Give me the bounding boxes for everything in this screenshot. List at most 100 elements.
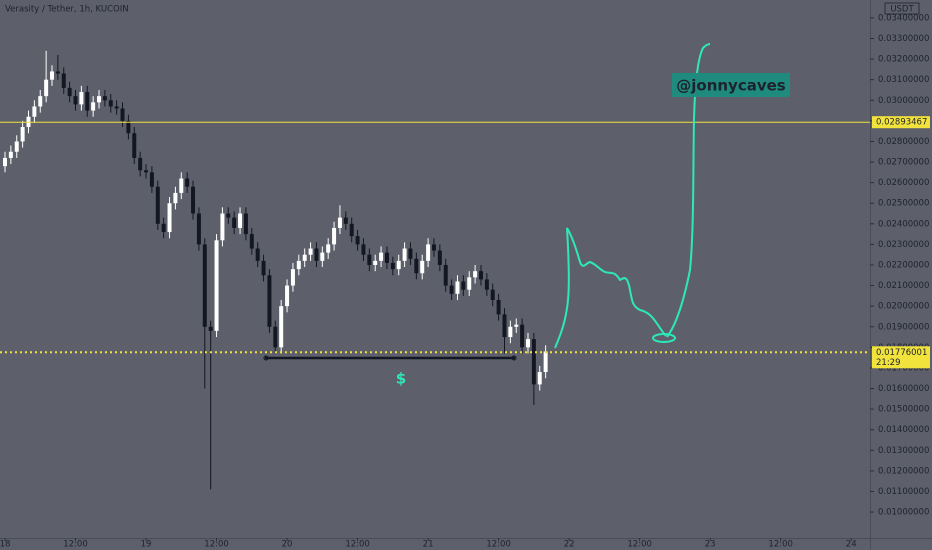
candle-body <box>155 186 160 224</box>
candle-body <box>437 250 442 265</box>
annotation-text: $ <box>396 370 406 388</box>
candle-body <box>414 258 419 274</box>
y-tick-label: 0.03000000 <box>878 96 929 106</box>
y-tick-label: 0.01100000 <box>878 487 929 497</box>
x-tick-label: 12:00 <box>627 540 652 550</box>
candle-body <box>355 236 360 245</box>
candle-body <box>337 217 342 228</box>
price-label-box <box>872 346 930 369</box>
candle-body <box>302 254 307 261</box>
candle-body <box>426 244 431 261</box>
plot-area <box>0 50 870 490</box>
candle-body <box>408 248 413 259</box>
y-tick-label: 0.01500000 <box>878 405 929 415</box>
candle-body <box>267 275 272 327</box>
x-tick-label: 20 <box>282 540 293 550</box>
candle-body <box>8 151 13 158</box>
candle-body <box>314 248 319 261</box>
candle-body <box>50 71 55 80</box>
support-handle <box>263 355 269 361</box>
candle-body <box>44 79 49 97</box>
y-tick-label: 0.02700000 <box>878 158 929 168</box>
candle-body <box>196 213 201 245</box>
candle-body <box>120 108 125 121</box>
y-tick-label: 0.02400000 <box>878 219 929 229</box>
y-tick-label: 0.02500000 <box>878 199 929 209</box>
candle-body <box>514 324 519 327</box>
price-countdown: 21:29 <box>876 358 901 368</box>
candle-body <box>296 260 301 270</box>
y-tick-label: 0.03200000 <box>878 55 929 65</box>
candle-body <box>537 372 542 385</box>
candle-body <box>214 240 219 331</box>
candle-body <box>431 244 436 251</box>
candle-body <box>379 252 384 261</box>
y-tick-label: 0.02800000 <box>878 137 929 147</box>
x-tick-label: 12:00 <box>768 540 793 550</box>
x-tick-label: 22 <box>564 540 575 550</box>
y-tick-label: 0.03400000 <box>878 13 929 23</box>
candle-body <box>390 262 395 270</box>
chart-title: Verasity / Tether, 1h, KUCOIN <box>5 5 129 15</box>
candle-body <box>420 260 425 274</box>
y-tick-label: 0.01700000 <box>878 363 929 373</box>
candle-body <box>185 178 190 187</box>
y-tick-label: 0.01900000 <box>878 322 929 332</box>
candle-body <box>85 92 90 111</box>
candle-body <box>132 133 137 158</box>
y-tick-label: 0.01000000 <box>878 508 929 518</box>
candle-body <box>202 244 207 327</box>
y-tick-label: 0.02000000 <box>878 302 929 312</box>
candle-body <box>484 279 489 290</box>
candle-body <box>20 127 25 142</box>
candle-body <box>108 100 113 107</box>
candle-body <box>97 96 102 103</box>
candle-body <box>191 186 196 214</box>
candle-body <box>32 106 37 117</box>
candle-body <box>173 192 178 204</box>
candle-body <box>343 217 348 224</box>
candle-body <box>490 289 495 300</box>
currency-box <box>884 2 920 15</box>
candle-body <box>232 217 237 228</box>
support-handle <box>511 355 517 361</box>
candle-body <box>249 234 254 249</box>
y-tick-label: 0.01200000 <box>878 466 929 476</box>
candle-body <box>502 314 507 338</box>
y-tick-label: 0.02300000 <box>878 240 929 250</box>
candle-body <box>332 227 337 245</box>
candle-body <box>67 87 72 97</box>
candle-body <box>138 157 143 171</box>
y-tick-label: 0.01400000 <box>878 425 929 435</box>
candle-body <box>308 248 313 255</box>
candle-body <box>531 339 536 385</box>
candle-body <box>144 170 149 173</box>
candle-body <box>290 269 295 286</box>
candle-body <box>38 96 43 107</box>
candle-body <box>443 264 448 286</box>
candle-body <box>179 178 184 193</box>
x-tick-label: 12:00 <box>63 540 88 550</box>
candle-body <box>261 260 266 276</box>
candle-body <box>326 244 331 253</box>
x-tick-label: 24 <box>846 540 857 550</box>
candle-body <box>61 73 66 88</box>
candle-body <box>161 223 166 233</box>
candle-body <box>525 339 530 348</box>
candle-body <box>373 260 378 265</box>
x-tick-label: 12:00 <box>345 540 370 550</box>
candle-body <box>2 157 7 167</box>
candle-body <box>520 324 525 348</box>
candle-body <box>449 285 454 294</box>
drawn-loop <box>652 333 676 343</box>
candle-body <box>79 92 84 105</box>
price-label: 0.02893467 <box>876 118 927 128</box>
candle-body <box>255 248 260 261</box>
candle-body <box>320 252 325 261</box>
candle-body <box>208 326 213 331</box>
annotation-box <box>672 73 790 97</box>
candle-body <box>508 326 513 338</box>
candle-body <box>367 254 372 265</box>
candle-body <box>455 281 460 294</box>
